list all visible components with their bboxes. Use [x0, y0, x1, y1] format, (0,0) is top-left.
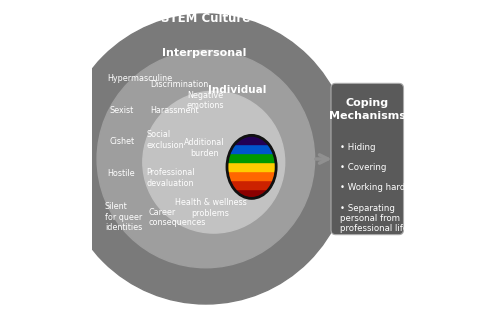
Bar	[227, 180, 276, 190]
Bar	[227, 162, 276, 171]
Bar	[227, 171, 276, 180]
Text: Sexist: Sexist	[110, 106, 134, 115]
Circle shape	[61, 14, 351, 304]
Text: • Hiding: • Hiding	[340, 143, 376, 152]
Circle shape	[143, 91, 284, 233]
Text: Individual: Individual	[208, 85, 266, 95]
Text: Coping
Mechanisms: Coping Mechanisms	[329, 98, 406, 121]
Text: STEM Culture: STEM Culture	[161, 12, 250, 25]
Text: Social
exclusion: Social exclusion	[146, 130, 184, 150]
Circle shape	[97, 50, 314, 268]
Bar	[227, 135, 276, 144]
Text: Professional
devaluation: Professional devaluation	[146, 168, 195, 188]
Text: Cishet: Cishet	[110, 137, 135, 146]
Text: Additional
burden: Additional burden	[184, 138, 224, 158]
Text: Silent
for queer
identities: Silent for queer identities	[105, 203, 142, 232]
Text: Negative
emotions: Negative emotions	[186, 91, 224, 110]
Text: • Covering: • Covering	[340, 163, 387, 172]
Bar	[227, 144, 276, 153]
Bar	[227, 153, 276, 162]
Text: Health & wellness
problems: Health & wellness problems	[174, 198, 246, 218]
Text: Hostile: Hostile	[108, 169, 135, 178]
Text: Harassment: Harassment	[150, 106, 198, 115]
Text: Discrimination: Discrimination	[150, 80, 209, 89]
FancyBboxPatch shape	[331, 83, 404, 235]
Text: Hypermasculine: Hypermasculine	[108, 74, 172, 83]
Text: • Working harder: • Working harder	[340, 183, 414, 192]
Text: Interpersonal: Interpersonal	[162, 48, 246, 59]
Ellipse shape	[227, 135, 276, 198]
Bar	[227, 190, 276, 198]
Text: • Separating
personal from
professional life: • Separating personal from professional …	[340, 204, 408, 233]
Text: Career
consequences: Career consequences	[148, 208, 206, 227]
